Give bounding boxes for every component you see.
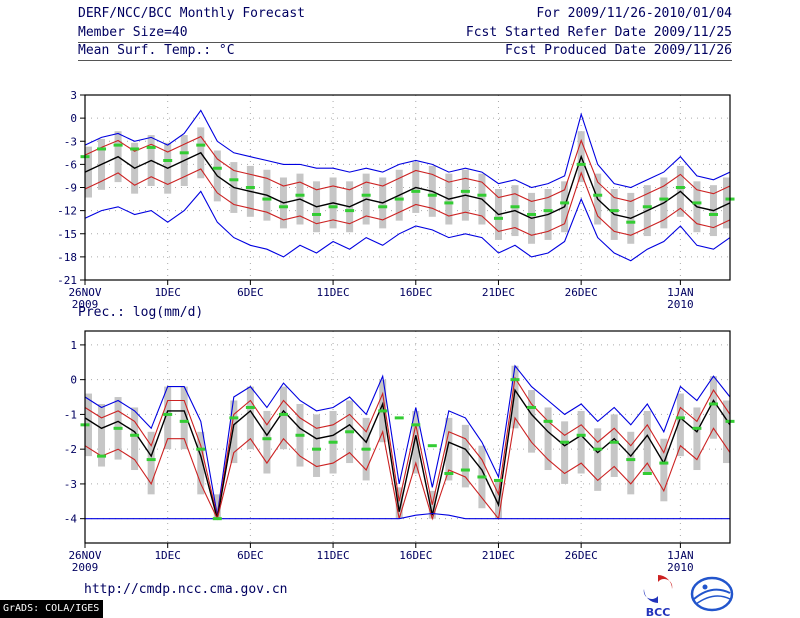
svg-text:1DEC: 1DEC [154,286,181,299]
svg-text:-21: -21 [57,274,77,287]
svg-text:1JAN: 1JAN [667,286,694,299]
svg-text:26NOV: 26NOV [68,286,101,299]
fcst-produced-date: Fcst Produced Date 2009/11/26 [505,43,732,58]
svg-text:-3: -3 [64,135,77,148]
series-p25 [84,168,731,236]
svg-text:6DEC: 6DEC [237,286,264,299]
plot-frame [84,330,731,544]
svg-text:0: 0 [70,374,77,387]
cma-globe-dot [702,584,708,590]
svg-text:-18: -18 [57,251,77,264]
svg-text:21DEC: 21DEC [482,286,515,299]
cma-globe-swoosh-2 [695,595,731,605]
cma-globe-swoosh-1 [693,588,731,600]
svg-text:26DEC: 26DEC [565,286,598,299]
bcc-logo: BCC [643,575,673,618]
svg-text:2009: 2009 [72,298,99,311]
svg-text:-6: -6 [64,158,77,171]
website-url: http://cmdp.ncc.cma.gov.cn [84,582,288,597]
svg-text:21DEC: 21DEC [482,549,515,562]
svg-text:0: 0 [70,112,77,125]
svg-text:-12: -12 [57,205,77,218]
svg-text:6DEC: 6DEC [237,549,264,562]
cma-logo [690,576,734,612]
svg-text:26DEC: 26DEC [565,549,598,562]
precip-section-label: Prec.: log(mm/d) [78,305,204,320]
grads-stamp: GrADS: COLA/IGES [0,600,103,618]
observation-markers [80,378,735,521]
ensemble-spread-bars [85,127,730,244]
svg-text:-3: -3 [64,478,77,491]
fcst-start-date: Fcst Started Refer Date 2009/11/25 [465,25,732,40]
member-size-label: Member Size=40 [78,25,188,40]
header-row-1: DERF/NCC/BCC Monthly Forecast For 2009/1… [78,6,732,24]
svg-text:1DEC: 1DEC [154,549,181,562]
series-mean [84,388,731,519]
svg-text:2009: 2009 [72,561,99,574]
svg-text:26NOV: 26NOV [68,549,101,562]
header-row-2: Member Size=40 Fcst Started Refer Date 2… [78,25,732,43]
bcc-logo-text: BCC [646,606,671,618]
bcc-logo-blue-swirl [643,589,658,603]
series-min [85,512,730,520]
series-p25 [84,416,731,521]
series-max [84,109,731,189]
svg-text:16DEC: 16DEC [399,549,432,562]
series-min [84,190,731,262]
svg-text:-1: -1 [64,408,77,421]
svg-text:1JAN: 1JAN [667,549,694,562]
svg-text:-15: -15 [57,228,77,241]
svg-text:-2: -2 [64,443,77,456]
svg-text:2010: 2010 [667,298,694,311]
series-p75 [84,376,731,518]
svg-text:16DEC: 16DEC [399,286,432,299]
series-max [84,364,731,516]
series-mean [84,151,731,220]
svg-text:11DEC: 11DEC [317,286,350,299]
svg-text:-4: -4 [64,513,78,526]
svg-text:-9: -9 [64,182,77,195]
svg-text:3: 3 [70,89,77,102]
svg-text:11DEC: 11DEC [317,549,350,562]
header-row-3: Mean Surf. Temp.: °C Fcst Produced Date … [78,43,732,61]
svg-text:1: 1 [70,339,77,352]
observation-markers [80,143,735,224]
forecast-range: For 2009/11/26-2010/01/04 [536,6,732,21]
bcc-logo-red-swirl [658,575,673,589]
series-p75 [84,135,731,202]
cma-globe-outline [690,576,734,612]
svg-text:2010: 2010 [667,561,694,574]
forecast-title: DERF/NCC/BCC Monthly Forecast [78,6,305,21]
temperature-section-label: Mean Surf. Temp.: °C [78,43,235,58]
plot-frame [84,94,731,281]
